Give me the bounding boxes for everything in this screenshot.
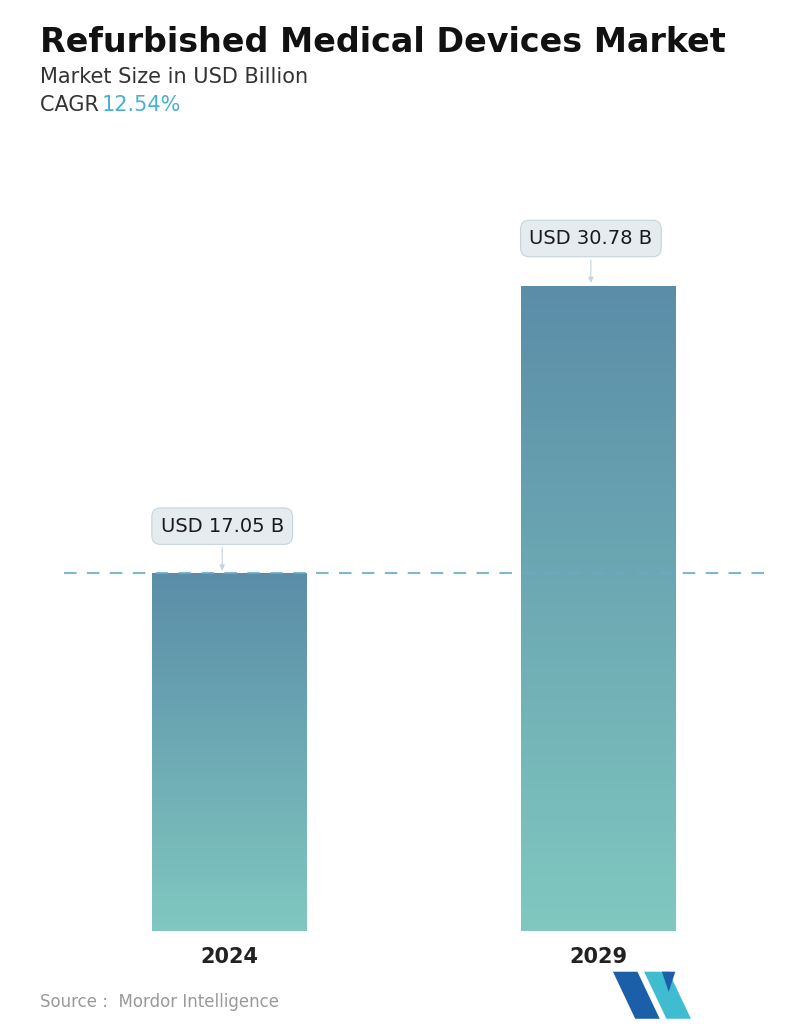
Text: 12.54%: 12.54%: [102, 95, 181, 115]
Text: USD 17.05 B: USD 17.05 B: [161, 517, 284, 570]
Text: Refurbished Medical Devices Market: Refurbished Medical Devices Market: [40, 26, 725, 59]
Polygon shape: [662, 972, 675, 992]
Text: USD 30.78 B: USD 30.78 B: [529, 229, 653, 281]
Text: Source :  Mordor Intelligence: Source : Mordor Intelligence: [40, 994, 279, 1011]
Text: Market Size in USD Billion: Market Size in USD Billion: [40, 67, 308, 87]
Polygon shape: [644, 972, 691, 1018]
Polygon shape: [613, 972, 660, 1018]
Text: CAGR: CAGR: [40, 95, 105, 115]
